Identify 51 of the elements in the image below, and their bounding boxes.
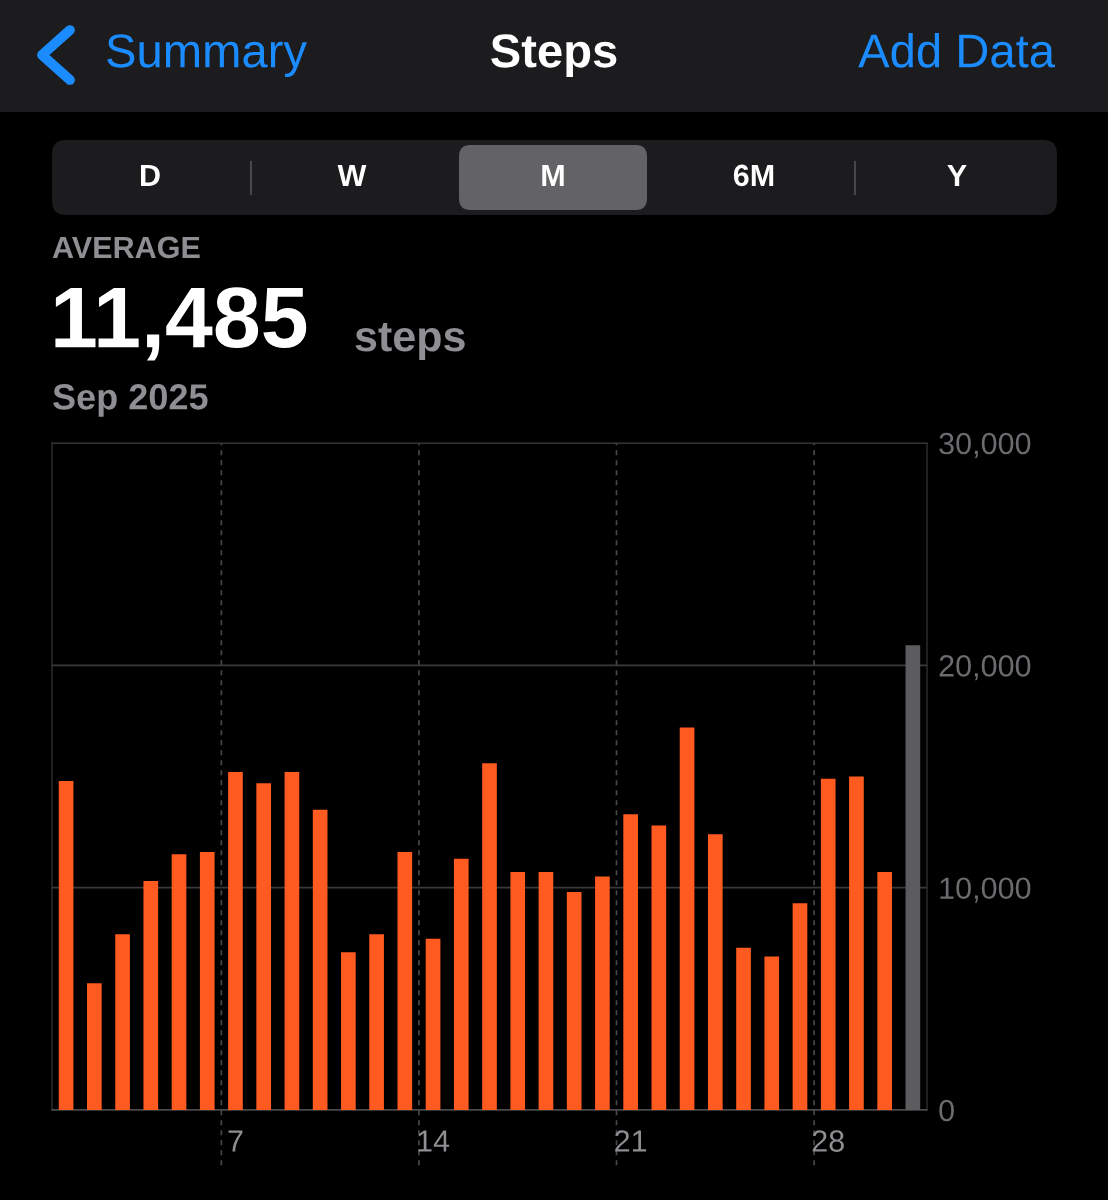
text: W (337, 164, 367, 186)
bar (228, 772, 243, 1110)
bar (623, 814, 638, 1110)
text: Y (947, 164, 967, 186)
bar (425, 938, 441, 1110)
x-tick-label: 28 (812, 1130, 844, 1152)
text: steps (355, 323, 465, 361)
bar (566, 892, 582, 1110)
y-tick-label: 30,000 (939, 432, 1031, 458)
x-tick-label: 14 (418, 1130, 450, 1152)
bar (256, 783, 272, 1110)
text: 11,485 (55, 287, 307, 361)
bar (764, 956, 780, 1110)
bar (736, 947, 751, 1110)
y-tick-label: 20,000 (939, 655, 1031, 681)
text: M (542, 164, 564, 186)
bar (820, 778, 836, 1110)
bar (510, 872, 526, 1110)
bar (87, 983, 102, 1110)
bar (482, 763, 497, 1110)
bar (849, 776, 864, 1110)
bar (453, 858, 469, 1110)
bar (199, 852, 215, 1110)
bar (595, 876, 610, 1110)
y-tick-label: 0 (939, 1099, 954, 1122)
text: 6M (733, 164, 774, 187)
bar (397, 852, 413, 1110)
bar (115, 934, 130, 1110)
bar (143, 881, 159, 1110)
bar (171, 854, 187, 1110)
bar (538, 872, 554, 1110)
bar (369, 934, 384, 1110)
bar (341, 952, 356, 1110)
bar (792, 903, 808, 1110)
bar (707, 834, 723, 1110)
bar (651, 825, 667, 1110)
text: Sep 2025 (53, 384, 208, 417)
text: D (141, 164, 160, 186)
y-tick-label: 10,000 (940, 877, 1031, 903)
x-tick-label: 7 (228, 1130, 243, 1152)
bar (877, 872, 892, 1110)
bar (58, 780, 74, 1110)
bar (312, 809, 328, 1110)
bar (284, 772, 300, 1110)
text: Add Data (858, 32, 1056, 68)
x-tick-label: 21 (615, 1130, 647, 1152)
bar (679, 727, 695, 1110)
text: Summary (107, 34, 307, 78)
chart-title: Steps (491, 34, 617, 78)
bar (905, 645, 921, 1110)
text: AVERAGE (52, 236, 200, 259)
